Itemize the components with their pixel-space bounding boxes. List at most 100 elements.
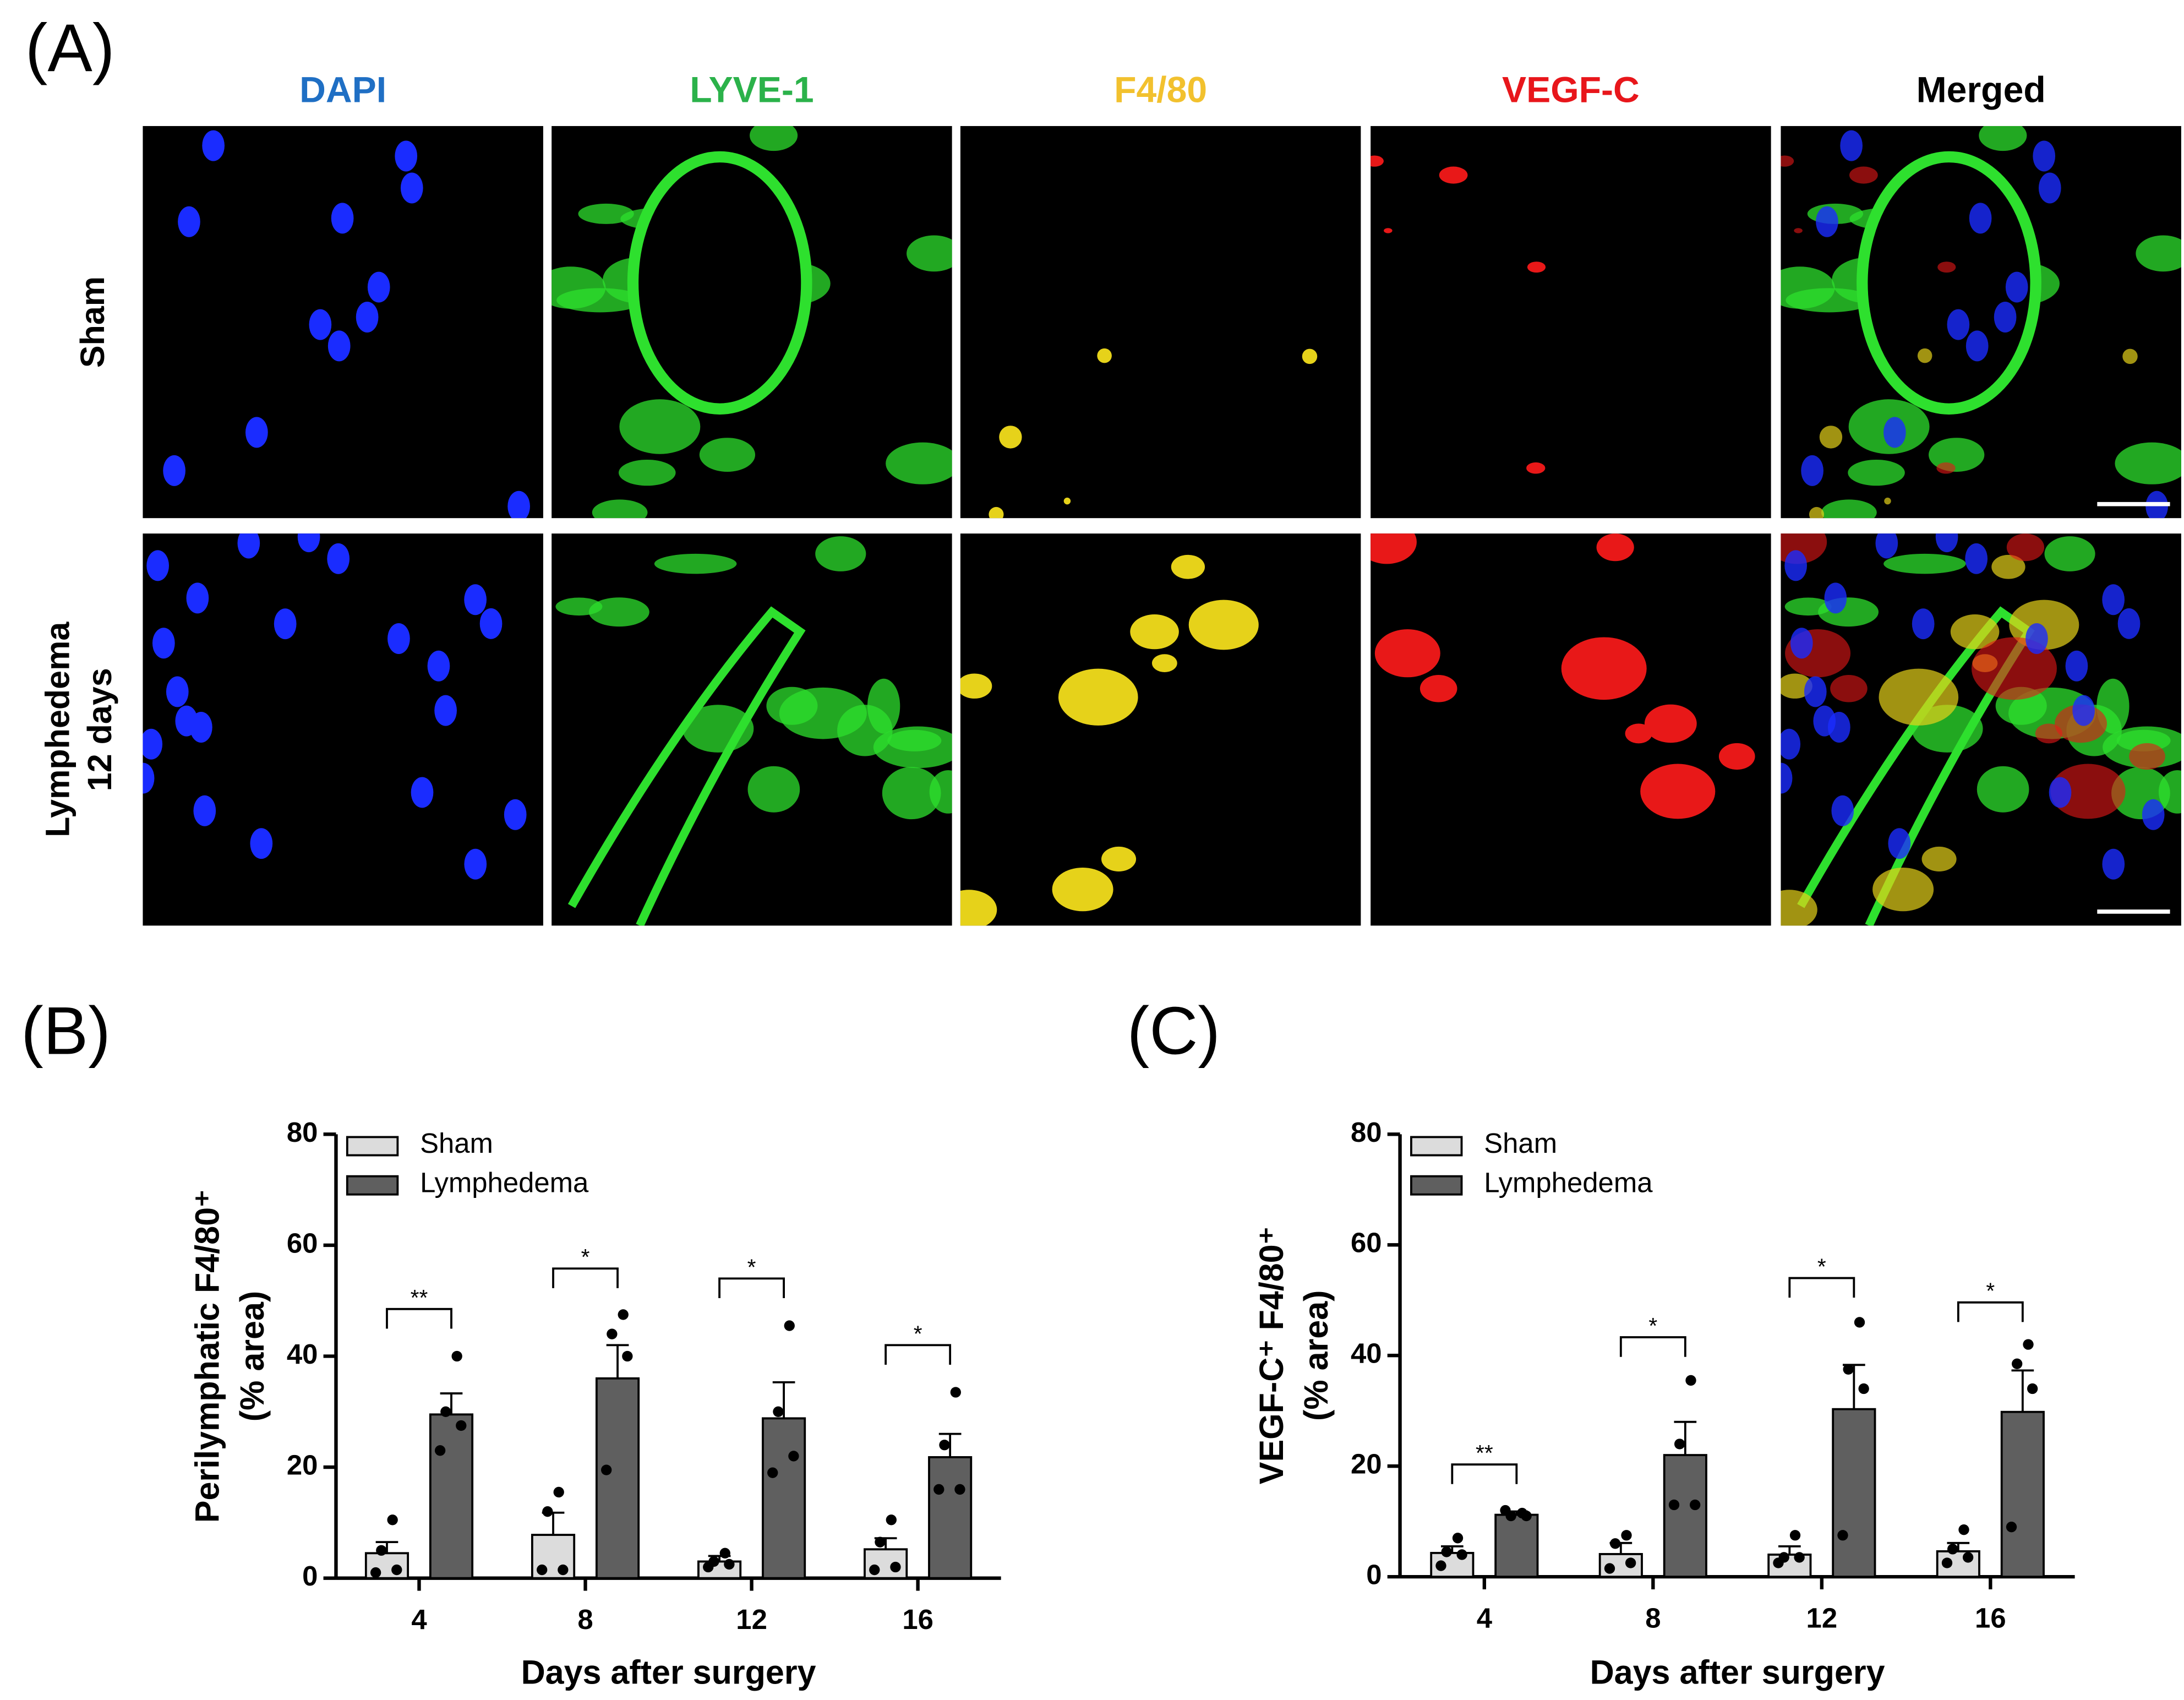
significance-label: ** [411, 1285, 428, 1310]
nucleus [1947, 309, 1970, 340]
significance-label: * [1817, 1254, 1826, 1279]
nucleus [2102, 584, 2125, 615]
y-axis-label-line: VEGF-C⁺ F4/80⁺ [1253, 1227, 1290, 1484]
micrograph [143, 126, 543, 519]
nucleus [504, 799, 527, 830]
cell [578, 203, 634, 224]
nucleus [1784, 550, 1808, 581]
micrograph-content [1371, 155, 1546, 474]
nucleus [1801, 455, 1823, 486]
cell [1058, 668, 1138, 726]
data-point [719, 1548, 730, 1559]
micrograph-content [960, 554, 1259, 926]
nucleus [152, 628, 175, 659]
data-point [1668, 1499, 1680, 1511]
bar [1494, 1513, 1539, 1578]
cell [1640, 764, 1716, 819]
cell [747, 766, 800, 813]
y-axis-label-line: (% area) [233, 1291, 271, 1421]
nucleus [1781, 728, 1801, 760]
nucleus [166, 676, 189, 707]
data-point [558, 1564, 569, 1576]
bar [762, 1417, 806, 1579]
data-point [553, 1486, 564, 1498]
legend-swatch [1410, 1175, 1463, 1196]
data-point [1685, 1375, 1696, 1386]
vessel [1857, 151, 2041, 415]
cell [1821, 499, 1877, 519]
cell [1936, 462, 1956, 474]
column-header: F4/80 [1114, 69, 1207, 110]
data-point [1789, 1530, 1801, 1541]
row-label: Sham [74, 276, 111, 368]
data-point [954, 1484, 965, 1495]
nucleus [1965, 330, 1989, 362]
nucleus [331, 203, 354, 234]
y-axis-label: VEGF-C⁺ F4/80⁺ (% area) [1253, 1227, 1335, 1484]
nucleus [327, 543, 350, 574]
cell [1979, 126, 2027, 151]
bar [595, 1377, 640, 1579]
data-point [601, 1464, 612, 1475]
micrograph-content [143, 533, 527, 880]
cell [882, 767, 941, 820]
cell [1950, 614, 2000, 650]
nucleus [146, 550, 170, 581]
cell [2122, 348, 2138, 364]
column-header: LYVE-1 [690, 69, 813, 110]
y-tick-label: 40 [1351, 1338, 1382, 1369]
cell [1921, 846, 1957, 871]
cell [1151, 654, 1177, 672]
nucleus [163, 455, 185, 486]
data-point [1843, 1364, 1854, 1375]
cell [1384, 228, 1393, 233]
y-tick-label: 80 [1351, 1116, 1382, 1148]
bar [2000, 1410, 2045, 1578]
nucleus [2145, 491, 2168, 519]
nucleus [1994, 302, 2017, 333]
nucleus [2065, 650, 2088, 682]
data-point [773, 1406, 784, 1417]
cell [1625, 723, 1652, 744]
nucleus [395, 140, 418, 172]
micrograph-content [989, 348, 1318, 519]
nucleus [143, 762, 155, 794]
cell [2115, 442, 2181, 484]
nucleus [1840, 130, 1863, 161]
nucleus [1969, 203, 1992, 234]
cell [1527, 261, 1546, 273]
column-header: Merged [1917, 69, 2046, 110]
significance-label: * [747, 1254, 756, 1279]
data-point [1941, 1557, 1953, 1568]
cell [1718, 743, 1755, 770]
nucleus [464, 848, 487, 880]
nucleus [1824, 582, 1847, 614]
y-axis-label: Perilymphatic F4/80⁺ (% area) [189, 1190, 271, 1523]
cell [886, 442, 952, 484]
cell [1439, 166, 1468, 184]
data-point [890, 1561, 901, 1573]
cell [1561, 637, 1647, 700]
data-point [376, 1545, 387, 1556]
data-point [1858, 1383, 1869, 1394]
data-point [1854, 1317, 1865, 1328]
micrograph-content [555, 536, 952, 926]
data-point [1837, 1530, 1848, 1541]
data-point [939, 1440, 950, 1451]
panel-label: (A) [25, 10, 115, 85]
data-point [1604, 1563, 1615, 1574]
column-header: VEGF-C [1502, 69, 1640, 110]
nucleus [427, 650, 450, 682]
cell [1872, 867, 1934, 912]
nucleus [1883, 417, 1906, 448]
nucleus [1781, 762, 1793, 794]
bar [1832, 1408, 1876, 1578]
cell [619, 399, 701, 454]
significance-bracket [552, 1267, 619, 1288]
cell [1063, 497, 1071, 505]
cell [1830, 674, 1868, 702]
cell [1188, 600, 1259, 650]
cell [1781, 266, 1835, 309]
